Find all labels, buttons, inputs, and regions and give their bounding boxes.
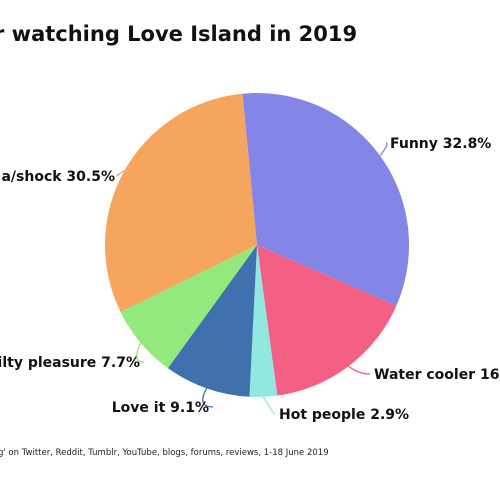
slice-labels: Funny 32.8% Water cooler 16. Hot people 2.… [0,136,500,423]
leader-line [379,142,388,157]
slice-label: Hot people 2.9% [279,407,409,423]
pie-slices [105,92,410,397]
chart-title: r watching Love Island in 2019 [0,22,358,46]
leader-line [135,342,145,363]
pie-slice-water-cooler [257,245,397,396]
slice-label: Love it 9.1% [112,400,209,416]
chart-source-note: g' on Twitter, Reddit, Tumblr, YouTube, … [0,448,329,458]
leader-line [262,396,276,415]
leader-line [116,170,125,177]
pie-slice-guilty-pleasure [120,245,257,369]
leader-line [348,365,371,375]
pie-slice-love-it [167,245,257,397]
pie-slice-drama-shock [105,93,257,313]
leader-lines [116,142,388,415]
slice-label: ilty pleasure 7.7% [0,355,140,371]
pie-slice-funny [242,92,410,306]
leader-line [202,388,214,408]
slice-label: Funny 32.8% [390,136,491,152]
slice-label: a/shock 30.5% [1,169,115,185]
pie-slice-hot-people [249,245,278,397]
slice-label: Water cooler 16. [374,367,500,383]
